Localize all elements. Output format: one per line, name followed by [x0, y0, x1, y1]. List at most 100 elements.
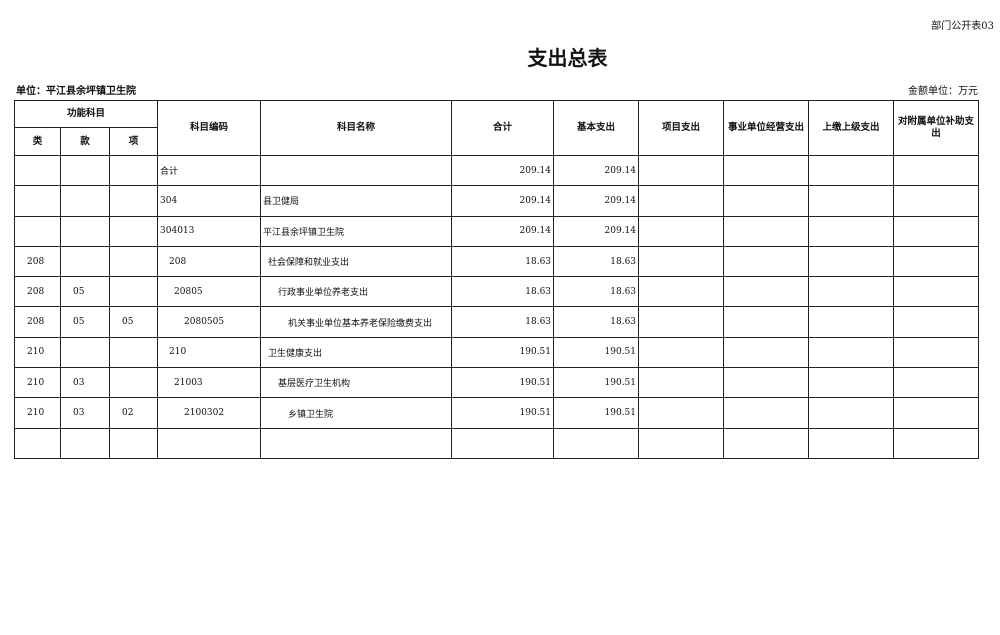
cell-lei: 210 [14, 397, 61, 429]
cell-total: 209.14 [451, 154, 555, 187]
cell-empty [638, 336, 725, 369]
cell-total: 190.51 [451, 397, 555, 429]
cell-kuan [60, 185, 110, 217]
table-row: 304013 平江县余坪镇卫生院 209.14 209.14 [14, 215, 980, 247]
table-row: 210 03 02 2100302 乡镇卫生院 190.51 190.51 [14, 397, 980, 429]
cell-kuan [60, 154, 110, 187]
cell-empty [723, 427, 810, 459]
cell-empty [808, 215, 895, 247]
cell-xiang [108, 427, 159, 459]
header-xiang: 项 [108, 127, 159, 156]
header-sub: 对附属单位补助支出 [893, 100, 980, 156]
cell-name: 县卫健局 [260, 185, 453, 217]
cell-lei [14, 215, 61, 247]
cell-empty [893, 245, 980, 278]
cell-basic: 190.51 [553, 397, 640, 429]
cell-xiang [108, 276, 159, 308]
table-row: 208 05 20805 行政事业单位养老支出 18.63 18.63 [14, 276, 980, 308]
header-code: 科目编码 [157, 100, 262, 156]
cell-empty [808, 276, 895, 308]
cell-lei: 208 [14, 276, 61, 308]
cell-empty [723, 215, 810, 247]
cell-basic: 190.51 [553, 336, 640, 369]
cell-basic: 209.14 [553, 215, 640, 247]
cell-empty [893, 336, 980, 369]
cell-code: 210 [157, 336, 262, 369]
cell-lei [14, 154, 61, 187]
form-number: 部门公开表03 [931, 21, 994, 32]
cell-empty [638, 154, 725, 187]
table-row: 210 210 卫生健康支出 190.51 190.51 [14, 336, 980, 369]
cell-name: 乡镇卫生院 [260, 397, 453, 429]
cell-basic: 18.63 [553, 245, 640, 278]
header-func: 功能科目 [13, 100, 159, 128]
cell-code [157, 427, 262, 459]
page-title: 支出总表 [527, 46, 608, 70]
cell-total: 18.63 [451, 306, 555, 338]
cell-name: 基层医疗卫生机构 [260, 367, 453, 399]
table-row: 208 05 05 2080505 机关事业单位基本养老保险缴费支出 18.63 18.63 [14, 306, 980, 338]
cell-code: 304 [157, 185, 262, 217]
cell-name: 卫生健康支出 [260, 336, 453, 369]
header-basic: 基本支出 [553, 100, 640, 156]
cell-empty [723, 154, 810, 187]
cell-empty [723, 276, 810, 308]
cell-empty [808, 397, 895, 429]
cell-name: 平江县余坪镇卫生院 [260, 215, 453, 247]
cell-empty [723, 306, 810, 338]
cell-empty [638, 427, 725, 459]
cell-empty [723, 245, 810, 278]
cell-name [260, 427, 453, 459]
cell-code: 合计 [157, 154, 262, 187]
cell-empty [723, 185, 810, 217]
cell-empty [893, 185, 980, 217]
cell-basic [553, 427, 640, 459]
cell-total: 18.63 [451, 245, 555, 278]
cell-empty [638, 215, 725, 247]
cell-basic: 18.63 [553, 306, 640, 338]
cell-empty [808, 427, 895, 459]
cell-code: 2080505 [157, 306, 262, 338]
cell-empty [808, 185, 895, 217]
cell-lei [14, 427, 61, 459]
cell-lei: 208 [14, 306, 61, 338]
cell-xiang: 02 [108, 397, 159, 429]
cell-total: 18.63 [451, 276, 555, 308]
cell-basic: 190.51 [553, 367, 640, 399]
cell-kuan: 05 [60, 276, 110, 308]
cell-total: 190.51 [451, 367, 555, 399]
cell-lei [14, 185, 61, 217]
unit-label: 单位：平江县余坪镇卫生院 [16, 86, 136, 97]
cell-lei: 208 [14, 245, 61, 278]
expenditure-table: 功能科目 科目编码 科目名称 合计 基本支出 项目支出 事业单位经营支出 上缴上… [13, 100, 980, 459]
cell-empty [808, 245, 895, 278]
header-project: 项目支出 [638, 100, 725, 156]
cell-xiang [108, 336, 159, 369]
cell-empty [638, 185, 725, 217]
cell-empty [893, 306, 980, 338]
cell-kuan: 03 [60, 367, 110, 399]
cell-empty [893, 154, 980, 187]
cell-code: 208 [157, 245, 262, 278]
cell-total: 190.51 [451, 336, 555, 369]
cell-basic: 209.14 [553, 185, 640, 217]
cell-name: 机关事业单位基本养老保险缴费支出 [260, 306, 453, 338]
cell-empty [893, 215, 980, 247]
table-row: 208 208 社会保障和就业支出 18.63 18.63 [14, 245, 980, 278]
cell-code: 20805 [157, 276, 262, 308]
cell-kuan [60, 427, 110, 459]
table-row: 210 03 21003 基层医疗卫生机构 190.51 190.51 [14, 367, 980, 399]
cell-name: 社会保障和就业支出 [260, 245, 453, 278]
cell-empty [723, 367, 810, 399]
cell-empty [638, 397, 725, 429]
cell-kuan: 03 [60, 397, 110, 429]
cell-code: 21003 [157, 367, 262, 399]
header-name: 科目名称 [260, 100, 453, 156]
header-upper: 上缴上级支出 [808, 100, 895, 156]
cell-code: 304013 [157, 215, 262, 247]
cell-empty [893, 276, 980, 308]
cell-kuan [60, 215, 110, 247]
header-biz: 事业单位经营支出 [723, 100, 810, 156]
header-lei: 类 [14, 127, 61, 156]
cell-lei: 210 [14, 367, 61, 399]
